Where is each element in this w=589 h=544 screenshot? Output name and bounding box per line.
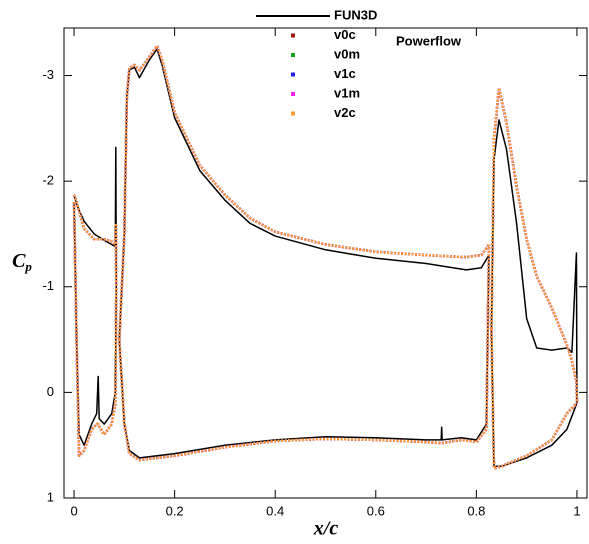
x-tick-label: 0.2 bbox=[166, 503, 184, 518]
legend-label: v0c bbox=[334, 27, 356, 42]
series-line bbox=[73, 48, 578, 468]
x-tick-label: 0.8 bbox=[467, 503, 485, 518]
y-tick-label: -1 bbox=[42, 278, 54, 293]
y-tick-label: -3 bbox=[42, 67, 54, 82]
legend-label: v1m bbox=[334, 85, 360, 100]
y-axis-label-sub: p bbox=[24, 259, 32, 274]
legend-swatch bbox=[291, 53, 295, 57]
series-line bbox=[72, 44, 579, 470]
x-axis-label: x/c bbox=[313, 518, 339, 540]
legend-label: v1c bbox=[334, 66, 356, 81]
plot-frame bbox=[63, 27, 588, 499]
legend-label: FUN3D bbox=[334, 7, 377, 22]
x-tick-label: 1 bbox=[573, 503, 580, 518]
y-tick-label: 1 bbox=[47, 489, 54, 504]
legend-swatch bbox=[291, 92, 295, 96]
series-line bbox=[72, 44, 579, 470]
legend-label: v2c bbox=[334, 105, 356, 120]
y-tick-label: 0 bbox=[47, 384, 54, 399]
x-tick-label: 0.4 bbox=[266, 503, 284, 518]
annotation: Powerflow bbox=[396, 33, 462, 48]
series-line bbox=[72, 44, 579, 470]
series-line bbox=[72, 44, 579, 470]
legend-swatch bbox=[291, 72, 295, 77]
legend-swatch bbox=[291, 111, 295, 116]
y-axis-label: Cp bbox=[12, 250, 32, 274]
x-tick-label: 0.6 bbox=[367, 503, 385, 518]
legend-swatch bbox=[291, 33, 295, 38]
series-line bbox=[72, 44, 579, 470]
legend-label: v0m bbox=[334, 46, 360, 61]
y-tick-label: -2 bbox=[42, 173, 54, 188]
y-axis-label-main: C bbox=[12, 250, 26, 272]
x-tick-label: 0 bbox=[70, 503, 77, 518]
